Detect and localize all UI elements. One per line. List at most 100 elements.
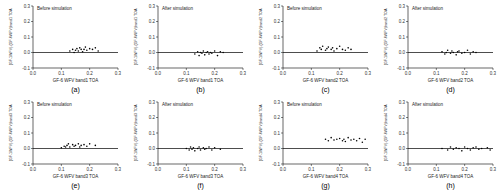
point bbox=[445, 52, 447, 54]
y-tick-label: 0.0 bbox=[399, 146, 406, 151]
point bbox=[350, 49, 352, 51]
y-tick bbox=[406, 21, 408, 22]
point bbox=[211, 52, 213, 54]
point bbox=[214, 147, 216, 149]
x-tick-label: 0.2 bbox=[337, 167, 344, 172]
title: After simulation bbox=[162, 102, 194, 107]
y-axis-label: (GF-1WFV)-(GF-6WFV)band4 TOA bbox=[259, 104, 263, 161]
plot-area bbox=[408, 146, 493, 151]
y-tick bbox=[281, 68, 283, 69]
y-tick-label: 0.2 bbox=[149, 115, 156, 120]
x-tick bbox=[186, 68, 187, 70]
x-tick bbox=[436, 164, 437, 166]
point bbox=[95, 145, 97, 147]
x-axis-label: GF-6 WFV band1 TOA bbox=[53, 78, 99, 83]
y-tick bbox=[406, 37, 408, 38]
y-tick-label: -0.1 bbox=[397, 66, 405, 71]
point bbox=[364, 138, 366, 140]
caption: (h) bbox=[446, 182, 455, 190]
x-tick-label: 0.1 bbox=[433, 71, 440, 76]
y-axis-label: (GF-1WFV)-(GF-6WFV)band3 TOA bbox=[134, 104, 138, 161]
point bbox=[191, 148, 193, 150]
point bbox=[461, 52, 463, 54]
y-tick bbox=[31, 21, 33, 22]
point bbox=[330, 49, 332, 51]
y-tick-label: 0.2 bbox=[24, 19, 31, 24]
x-tick bbox=[368, 68, 369, 70]
x-tick-label: 0.0 bbox=[155, 71, 162, 76]
point bbox=[89, 143, 91, 145]
y-tick-label: 0.3 bbox=[274, 100, 281, 105]
y-tick-label: -0.1 bbox=[397, 162, 405, 167]
x-tick bbox=[311, 68, 312, 70]
y-tick bbox=[406, 117, 408, 118]
x-axis bbox=[408, 68, 493, 69]
point bbox=[97, 50, 99, 52]
x-tick bbox=[118, 68, 119, 70]
x-axis-label: GF-6 WFV band2 TOA bbox=[428, 78, 474, 83]
point bbox=[472, 51, 474, 53]
point bbox=[451, 50, 453, 52]
x-tick-label: 0.2 bbox=[212, 167, 219, 172]
y-tick-label: 0.0 bbox=[399, 50, 406, 55]
point bbox=[347, 47, 349, 49]
y-tick bbox=[31, 37, 33, 38]
y-tick-label: 0.2 bbox=[274, 115, 281, 120]
x-tick-label: 0.1 bbox=[58, 71, 65, 76]
x-tick bbox=[61, 68, 62, 70]
y-axis-label: (GF-1WFV)-(GF-6WFV)band2 TOA bbox=[384, 8, 388, 65]
x-axis-label: GF-6 WFV band3 TOA bbox=[53, 174, 99, 179]
x-tick-label: 0.0 bbox=[405, 167, 412, 172]
point bbox=[487, 147, 489, 149]
caption: (g) bbox=[321, 182, 330, 190]
title: Before simulation bbox=[37, 6, 72, 11]
point bbox=[467, 49, 469, 51]
x-tick bbox=[339, 164, 340, 166]
x-tick bbox=[436, 68, 437, 70]
y-tick-label: 0.1 bbox=[274, 35, 281, 40]
point bbox=[343, 138, 345, 140]
y-tick-label: 0.1 bbox=[24, 131, 31, 136]
point bbox=[78, 50, 80, 52]
point bbox=[336, 48, 338, 50]
x-tick-label: 0.3 bbox=[240, 167, 247, 172]
y-tick-label: -0.1 bbox=[22, 162, 30, 167]
y-tick-label: -0.1 bbox=[147, 66, 155, 71]
y-tick bbox=[156, 37, 158, 38]
x-tick-label: 0.2 bbox=[337, 71, 344, 76]
point bbox=[214, 50, 216, 52]
point bbox=[190, 146, 192, 148]
y-tick bbox=[156, 133, 158, 134]
point bbox=[194, 150, 196, 152]
x-axis-label: GF-6 WFV band1 TOA bbox=[178, 78, 224, 83]
point bbox=[222, 52, 224, 54]
title: Before simulation bbox=[37, 102, 72, 107]
point bbox=[345, 49, 347, 51]
plot-area bbox=[283, 46, 368, 53]
x-tick bbox=[339, 68, 340, 70]
x-tick-label: 0.3 bbox=[115, 71, 122, 76]
point bbox=[347, 137, 349, 139]
x-tick bbox=[243, 68, 244, 70]
x-tick bbox=[464, 164, 465, 166]
y-axis-label: (GF-1WFV)-(GF-6WFV)band3 TOA bbox=[9, 104, 13, 161]
point bbox=[325, 49, 327, 51]
reference-line bbox=[33, 52, 118, 53]
panel: 0.00.10.20.3-0.10.00.10.20.3Before simul… bbox=[9, 100, 122, 191]
x-tick-label: 0.0 bbox=[155, 167, 162, 172]
point bbox=[330, 137, 332, 139]
y-tick-label: 0.2 bbox=[399, 115, 406, 120]
y-tick bbox=[31, 133, 33, 134]
point bbox=[350, 139, 352, 141]
point bbox=[69, 146, 71, 148]
y-tick-label: 0.3 bbox=[24, 100, 31, 105]
title: Before simulation bbox=[287, 6, 322, 11]
point bbox=[200, 52, 202, 54]
point bbox=[92, 49, 94, 51]
x-tick-label: 0.1 bbox=[183, 167, 190, 172]
x-tick bbox=[408, 164, 409, 166]
x-tick bbox=[118, 164, 119, 166]
y-tick bbox=[156, 6, 158, 7]
plot-area bbox=[33, 143, 118, 148]
title: After simulation bbox=[412, 102, 444, 107]
